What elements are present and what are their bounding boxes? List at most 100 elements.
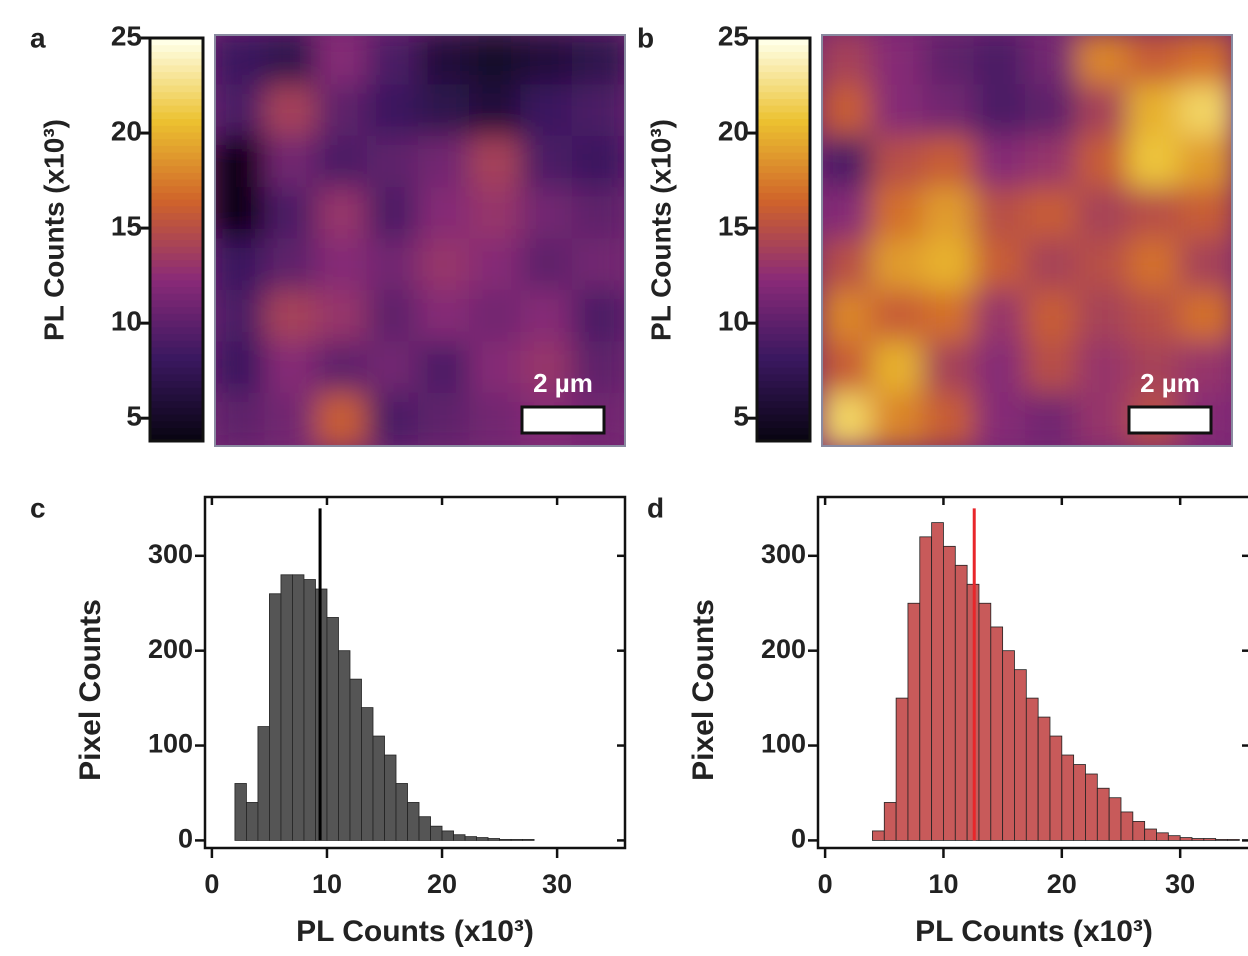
panel-label: c: [30, 492, 46, 523]
colorbar-segment: [757, 178, 810, 187]
colorbar-segment: [150, 44, 203, 52]
map-cell: [264, 35, 320, 89]
colorbar-segment: [757, 279, 810, 288]
histogram-bar: [931, 522, 944, 841]
colorbar-segment: [150, 292, 203, 301]
map-cell: [520, 35, 576, 89]
colorbar-segment: [757, 353, 810, 361]
colorbar-segment: [150, 427, 203, 435]
map-cell: [871, 35, 927, 89]
colorbar-segment: [757, 265, 810, 274]
plot-frame: [816, 495, 1248, 850]
map-cell: [871, 289, 927, 346]
map-frame: [214, 34, 626, 447]
colorbar-segment: [150, 265, 203, 274]
y-tick-label: 200: [761, 634, 806, 664]
colorbar-segment: [150, 413, 203, 422]
map-cell: [215, 187, 269, 243]
x-tick-label: 0: [818, 869, 833, 899]
map-cell: [366, 238, 422, 294]
map-cell: [469, 392, 525, 446]
colorbar-segment: [150, 393, 203, 402]
colorbar-segment: [757, 151, 810, 160]
colorbar-segment: [150, 339, 203, 348]
colorbar-segment: [150, 366, 203, 375]
histogram-bar: [407, 802, 420, 841]
map-cell: [1127, 238, 1183, 294]
colorbar-segment: [757, 158, 810, 167]
colorbar-segment: [757, 245, 810, 254]
map-cell: [922, 35, 978, 89]
colorbar-segment: [150, 319, 203, 328]
map-cell: [469, 238, 525, 294]
map-cell: [973, 238, 1029, 294]
colorbar-segment: [757, 380, 810, 388]
colorbar-segment: [757, 111, 810, 120]
colorbar-segment: [150, 151, 203, 160]
colorbar-segment: [150, 326, 203, 335]
histogram-bar: [978, 602, 992, 841]
histogram-bar: [895, 697, 909, 841]
histogram-bar: [1002, 650, 1015, 841]
y-axis-label: Pixel Counts: [74, 599, 107, 781]
colorbar-segment: [150, 245, 203, 254]
map-cell: [1076, 392, 1132, 446]
map-cell: [215, 135, 269, 192]
colorbar-segment: [150, 252, 203, 261]
colorbar-segment: [150, 144, 203, 153]
map-cell: [418, 392, 474, 446]
colorbar-segment: [757, 91, 810, 99]
plot-frame: [203, 495, 627, 850]
map-cell: [571, 289, 625, 346]
map-cell: [973, 35, 1029, 89]
x-tick-label: 20: [427, 869, 457, 899]
colorbar-tick-label: 20: [111, 115, 142, 146]
colorbar-segment: [150, 171, 203, 180]
colorbar-segment: [757, 225, 810, 234]
map-cell: [315, 392, 371, 446]
map-cell: [871, 392, 927, 446]
colorbar-segment: [757, 339, 810, 348]
map-cell: [1178, 135, 1232, 192]
colorbar-segment: [757, 413, 810, 422]
colorbar-tick-label: 10: [111, 306, 142, 337]
map-cell: [1076, 35, 1132, 89]
map-cell: [520, 135, 576, 192]
map-cell: [922, 84, 978, 140]
histogram-bar: [907, 602, 921, 841]
x-axis-label: PL Counts (x10³): [915, 915, 1153, 948]
histogram-bar: [269, 593, 282, 841]
colorbar-tick-label: 25: [111, 20, 142, 51]
colorbar-frame: [755, 36, 812, 443]
colorbar-segment: [757, 212, 810, 220]
map-cell: [871, 84, 927, 140]
map-cell: [1025, 135, 1081, 192]
histogram-bar: [384, 754, 397, 841]
map-cell: [215, 84, 269, 140]
map-cell: [418, 35, 474, 89]
map-cell: [571, 35, 625, 89]
histogram-bar: [1132, 821, 1146, 841]
y-tick-label: 100: [148, 729, 193, 759]
histogram-bar: [919, 536, 933, 841]
colorbar-segment: [757, 84, 810, 93]
histogram-bar: [1167, 835, 1181, 841]
colorbar-segment: [150, 286, 203, 294]
colorbar-segment: [150, 312, 203, 321]
colorbar-segment: [757, 359, 810, 368]
map-cell: [520, 238, 576, 294]
colorbar-segment: [150, 198, 203, 207]
colorbar-segment: [757, 406, 810, 415]
colorbar-segment: [150, 118, 203, 126]
colorbar-segment: [757, 386, 810, 395]
colorbar-segment: [150, 50, 203, 59]
colorbar-segment: [757, 232, 810, 240]
map-cell: [264, 187, 320, 243]
histogram-bar: [872, 830, 885, 841]
map-cell: [418, 135, 474, 192]
colorbar-segment: [757, 37, 810, 46]
histogram-bar: [1085, 773, 1098, 841]
map-frame: [821, 34, 1233, 447]
map-cell: [215, 238, 269, 294]
